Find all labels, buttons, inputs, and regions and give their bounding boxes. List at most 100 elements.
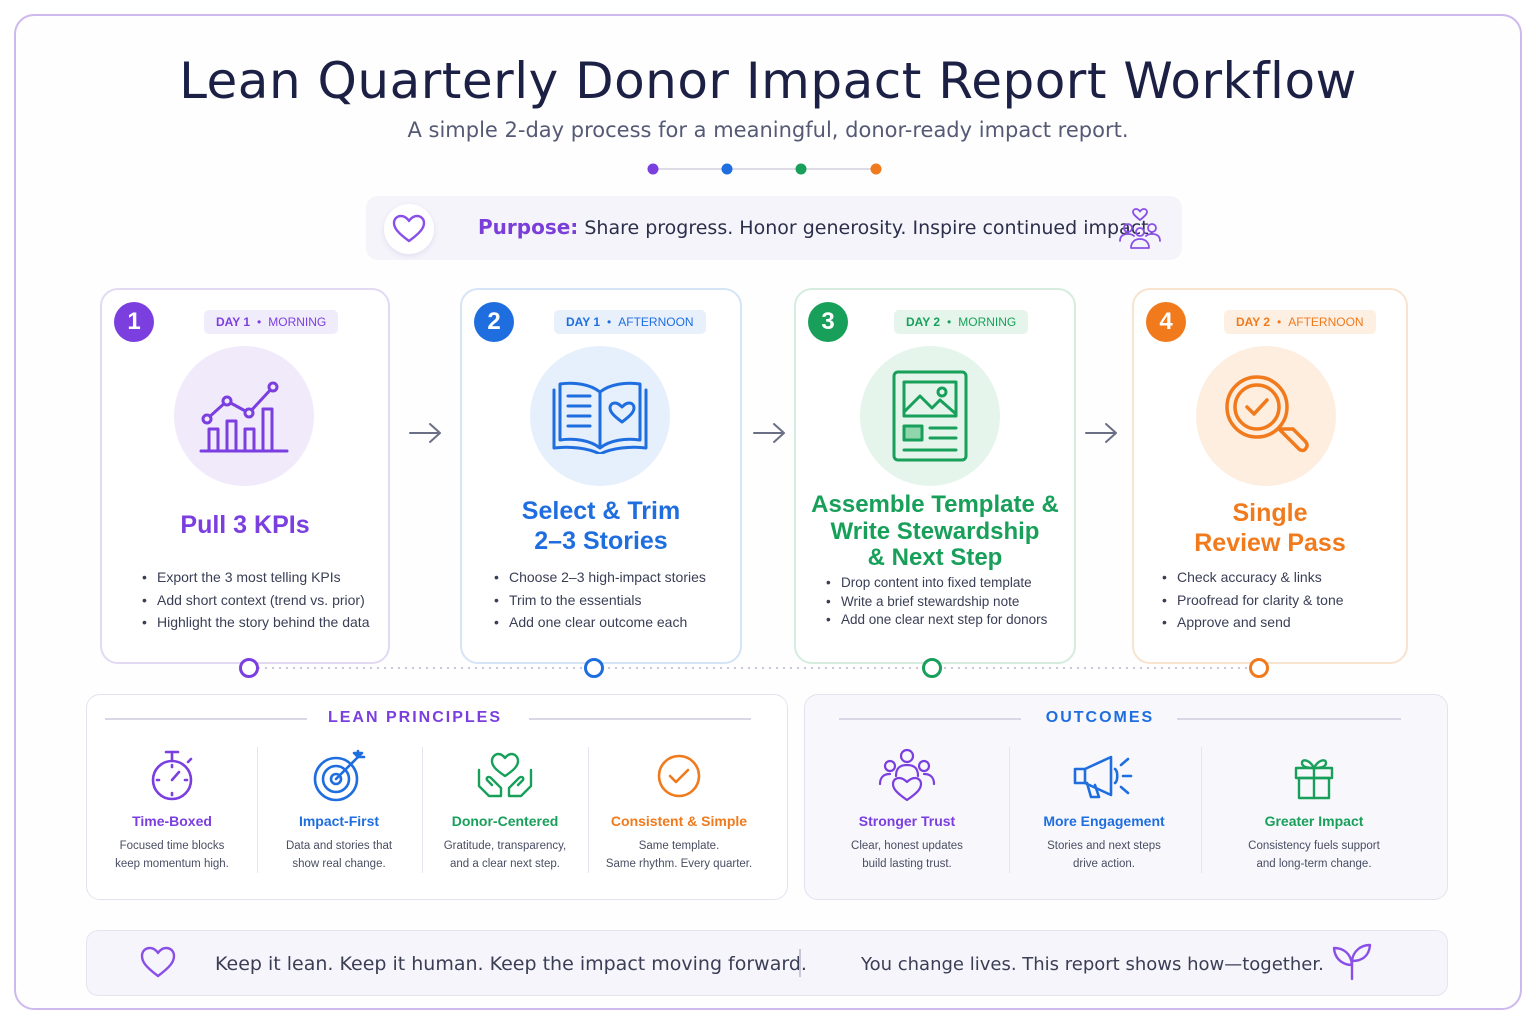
gift-icon: [1211, 745, 1417, 807]
principle-desc: Same template. Same rhythm. Every quarter…: [605, 840, 753, 870]
day-badge-1: DAY 1 • MORNING: [204, 310, 339, 334]
stopwatch-icon: [87, 745, 257, 807]
principle-donor-centered: Donor-Centered Gratitude, transparency, a…: [422, 745, 588, 873]
template-icon: [860, 346, 1000, 486]
arrow-right-icon: [753, 423, 785, 443]
dot-green: [795, 163, 807, 175]
bullet: Choose 2–3 high-impact stories: [494, 566, 706, 589]
bullet: Write a brief stewardship note: [826, 593, 1047, 612]
purpose-statement: Purpose: Share progress. Honor generosit…: [478, 215, 1155, 239]
step-title-3: Assemble Template & Write Stewardship & Ne…: [811, 491, 1059, 571]
bullet: Drop content into fixed template: [826, 574, 1047, 593]
step-bullets-2: Choose 2–3 high-impact stories Trim to t…: [494, 566, 706, 634]
step-bullets-4: Check accuracy & links Proofread for cla…: [1162, 566, 1344, 634]
bullet: Export the 3 most telling KPIs: [142, 566, 369, 589]
outcome-more-engagement: More Engagement Stories and next steps dr…: [1009, 745, 1199, 873]
page-subtitle: A simple 2-day process for a meaningful,…: [407, 118, 1129, 142]
day-badge-2: DAY 1 • AFTERNOON: [554, 310, 706, 334]
step-title-2: Select & Trim 2–3 Stories: [521, 497, 681, 555]
dot-purple: [647, 163, 659, 175]
principle-consistent-simple: Consistent & Simple Same template. Same r…: [588, 745, 770, 873]
divider: [1201, 747, 1202, 873]
footer-motto: Keep it lean. Keep it human. Keep the im…: [215, 953, 807, 975]
timeline-node-4: [1249, 658, 1269, 678]
chart-icon: [174, 346, 314, 486]
bullet: Check accuracy & links: [1162, 566, 1344, 589]
step-card-2: 2 DAY 1 • AFTERNOON Select & Trim 2–3 Stori…: [460, 288, 742, 664]
heart-icon: [140, 946, 176, 978]
outcome-stronger-trust: Stronger Trust Clear, honest updates buil…: [805, 745, 1009, 873]
timeline-node-3: [922, 658, 942, 678]
purpose-label: Purpose:: [478, 215, 579, 239]
outcome-title: Greater Impact: [1264, 813, 1364, 829]
megaphone-icon: [1009, 745, 1199, 807]
step-bullets-1: Export the 3 most telling KPIs Add short…: [142, 566, 369, 634]
page-title: Lean Quarterly Donor Impact Report Workf…: [179, 52, 1357, 110]
step-title-4: Single Review Pass: [1194, 499, 1346, 557]
target-icon: [257, 745, 421, 807]
divider: [1009, 747, 1010, 873]
principle-title: Donor-Centered: [451, 813, 559, 829]
outcome-desc: Consistency fuels support and long-term c…: [1248, 840, 1380, 870]
bullet: Highlight the story behind the data: [142, 611, 369, 634]
panel-heading: LEAN PRINCIPLES: [87, 709, 787, 731]
purpose-text: Share progress. Honor generosity. Inspir…: [578, 217, 1155, 239]
step-card-1: 1 DAY 1•MORNING Pull 3 KPIs Export the 3…: [100, 288, 390, 664]
divider: [799, 949, 801, 977]
timeline-node-1: [239, 658, 259, 678]
step-bullets-3: Drop content into fixed template Write a…: [826, 574, 1047, 630]
arrow-right-icon: [409, 423, 441, 443]
footer-banner: Keep it lean. Keep it human. Keep the im…: [86, 930, 1448, 996]
heart-icon: [384, 204, 434, 254]
lean-principles-heading: LEAN PRINCIPLES: [327, 709, 502, 726]
step-number-2: 2: [474, 302, 514, 342]
principle-desc: Gratitude, transparency, and a clear next…: [443, 840, 567, 870]
lean-principles-panel: LEAN PRINCIPLES Time-Boxed Focused time …: [86, 694, 788, 900]
outcome-greater-impact: Greater Impact Consistency fuels support…: [1211, 745, 1417, 873]
principle-title: Time-Boxed: [132, 813, 212, 829]
principle-desc: Focused time blocks keep momentum high.: [115, 840, 229, 870]
outcome-desc: Stories and next steps drive action.: [1047, 840, 1161, 870]
day-badge-4: DAY 2 • AFTERNOON: [1224, 310, 1376, 334]
bullet: Add one clear outcome each: [494, 611, 706, 634]
timeline: [239, 658, 1269, 678]
divider: [588, 747, 589, 873]
outcomes-heading: OUTCOMES: [1045, 709, 1155, 726]
outcome-title: More Engagement: [1043, 813, 1165, 829]
check-circle-icon: [588, 745, 770, 807]
purpose-banner: Purpose: Share progress. Honor generosit…: [366, 196, 1182, 260]
principle-time-boxed: Time-Boxed Focused time blocks keep momen…: [87, 745, 257, 873]
outcomes-panel: OUTCOMES Stronger Trust Clear, honest up…: [804, 694, 1448, 900]
outcome-desc: Clear, honest updates build lasting trust…: [851, 840, 963, 870]
bullet: Add short context (trend vs. prior): [142, 589, 369, 612]
sprout-icon: [1332, 943, 1372, 981]
principle-title: Consistent & Simple: [610, 813, 748, 829]
panel-heading: OUTCOMES: [805, 709, 1447, 731]
book-heart-icon: [530, 346, 670, 486]
bullet: Add one clear next step for donors: [826, 611, 1047, 630]
dot-orange: [870, 163, 882, 175]
step-number-3: 3: [808, 302, 848, 342]
principle-desc: Data and stories that show real change.: [285, 840, 393, 870]
step-card-3: 3 DAY 2 • MORNING Assemble Template & Write…: [794, 288, 1076, 664]
step-number-4: 4: [1146, 302, 1186, 342]
timeline-node-2: [584, 658, 604, 678]
step-title-1: Pull 3 KPIs: [180, 511, 310, 539]
community-icon: [1118, 208, 1162, 255]
principle-impact-first: Impact-First Data and stories that show r…: [257, 745, 421, 873]
arrow-right-icon: [1085, 423, 1117, 443]
bullet: Approve and send: [1162, 611, 1344, 634]
principle-title: Impact-First: [298, 813, 380, 829]
magnifier-check-icon: [1196, 346, 1336, 486]
hands-heart-icon: [422, 745, 588, 807]
outcome-title: Stronger Trust: [858, 813, 956, 829]
divider: [422, 747, 423, 873]
progress-dots: [647, 163, 882, 175]
dot-blue: [721, 163, 733, 175]
bullet: Trim to the essentials: [494, 589, 706, 612]
people-heart-icon: [805, 745, 1009, 807]
divider: [257, 747, 258, 873]
bullet: Proofread for clarity & tone: [1162, 589, 1344, 612]
step-number-1: 1: [114, 302, 154, 342]
